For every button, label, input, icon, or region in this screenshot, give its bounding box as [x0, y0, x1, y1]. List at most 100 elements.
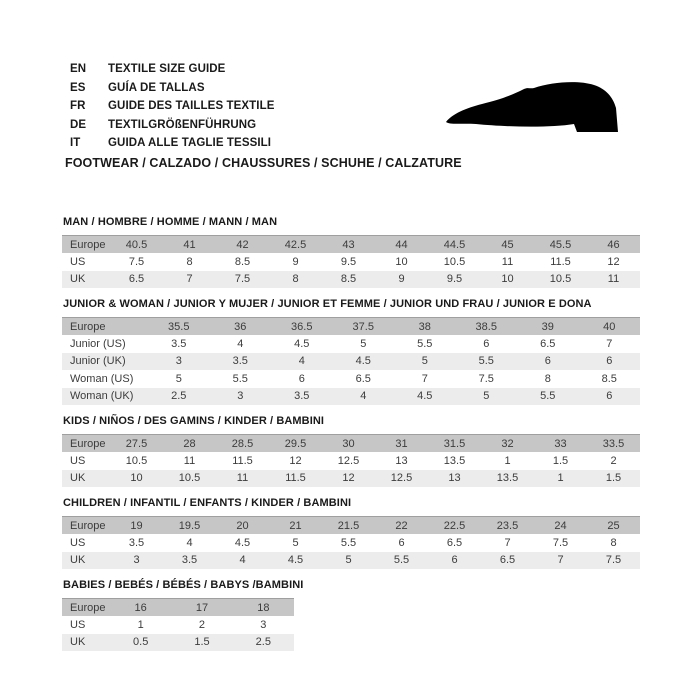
size-value: 1	[504, 454, 511, 467]
table-row: UK 10 10.5 11 11.5 12 12.5 13 13.5 1 1.5	[62, 469, 640, 487]
size-value: 31	[395, 437, 408, 450]
size-value: 4.5	[417, 390, 433, 403]
size-value: 4	[360, 390, 367, 403]
guide-title-translation: TEXTILGRÖßENFÜHRUNG	[108, 118, 257, 131]
table-title: JUNIOR & WOMAN / JUNIOR Y MUJER / JUNIOR…	[63, 298, 592, 310]
guide-title-translation: GUIDE DES TAILLES TEXTILE	[108, 100, 275, 113]
size-value: 44.5	[443, 238, 466, 251]
size-value: 4.5	[355, 355, 371, 368]
size-value: 8.5	[234, 255, 251, 268]
size-table: Europe 35.5 36 36.5 37.5 38 38.5 39 40 Junior (US…	[62, 317, 640, 405]
size-value: 5.5	[340, 536, 357, 549]
size-value: 38	[418, 320, 431, 333]
size-value: 41	[183, 238, 196, 251]
language-row: EN TEXTILE SIZE GUIDE	[70, 60, 275, 79]
size-value: 11	[607, 273, 620, 286]
size-table-section: MAN / HOMBRE / HOMME / MANN / MAN Europe 4…	[62, 216, 640, 288]
row-label: UK	[70, 273, 86, 286]
language-row: DE TEXTILGRÖßENFÜHRUNG	[70, 116, 275, 135]
size-value: 36	[234, 320, 247, 333]
size-value: 20	[236, 519, 249, 532]
size-value: 28.5	[231, 437, 254, 450]
table-row: Europe 19 19.5 20 21 21.5 22 22.5 23.5 24 25	[62, 516, 640, 534]
row-label: UK	[70, 554, 86, 567]
size-value: 4.5	[294, 337, 310, 350]
size-value: 5.5	[478, 355, 494, 368]
language-code: IT	[70, 137, 81, 150]
size-value: 18	[257, 601, 270, 614]
guide-title-translation: GUIDA ALLE TAGLIE TESSILI	[108, 137, 272, 150]
size-value: 2.5	[171, 390, 187, 403]
table-row: UK 6.5 7 7.5 8 8.5 9 9.5 10 10.5 11	[62, 270, 640, 288]
size-value: 30	[342, 437, 355, 450]
size-value: 6	[483, 337, 490, 350]
row-label: Europe	[70, 320, 106, 333]
size-value: 9	[398, 273, 405, 286]
size-value: 10.5	[125, 454, 148, 467]
size-value: 4	[239, 554, 246, 567]
row-label: Woman (US)	[70, 372, 134, 385]
size-value: 42	[236, 238, 249, 251]
size-value: 11	[183, 454, 196, 467]
size-value: 5.5	[417, 337, 433, 350]
row-label: Europe	[70, 519, 106, 532]
size-value: 6.5	[540, 337, 556, 350]
size-value: 10.5	[549, 273, 572, 286]
size-value: 7.5	[128, 255, 145, 268]
size-value: 3	[175, 355, 182, 368]
size-value: 1	[137, 618, 144, 631]
size-value: 27.5	[125, 437, 148, 450]
language-title-list: EN TEXTILE SIZE GUIDE ES GUÍA DE TALLAS …	[70, 60, 275, 153]
size-table: Europe 27.5 28 28.5 29.5 30 31 31.5 32 33 33.5 US 10…	[62, 434, 640, 487]
size-value: 6	[606, 390, 613, 403]
size-table-section: JUNIOR & WOMAN / JUNIOR Y MUJER / JUNIOR…	[62, 298, 640, 405]
size-value: 42.5	[284, 238, 307, 251]
row-label: US	[70, 618, 86, 631]
size-value: 6	[398, 536, 405, 549]
size-value: 6.5	[446, 536, 463, 549]
size-value: 36.5	[291, 320, 313, 333]
size-value: 45	[501, 238, 514, 251]
size-value: 7.5	[605, 554, 622, 567]
table-row: Europe 16 17 18	[62, 598, 294, 616]
size-value: 46	[607, 238, 620, 251]
size-value: 31.5	[443, 437, 466, 450]
row-label: UK	[70, 636, 86, 649]
size-value: 40	[603, 320, 616, 333]
size-value: 35.5	[168, 320, 190, 333]
size-value: 3.5	[294, 390, 310, 403]
size-value: 3	[133, 554, 140, 567]
size-value: 22	[395, 519, 408, 532]
size-value: 3.5	[232, 355, 248, 368]
size-value: 2	[198, 618, 206, 631]
size-value: 17	[195, 601, 209, 614]
size-value: 5	[483, 390, 490, 403]
size-value: 4.5	[234, 536, 251, 549]
row-label: Junior (UK)	[70, 355, 126, 368]
size-value: 37.5	[352, 320, 374, 333]
table-row: Junior (UK) 3 3.5 4 4.5 5 5.5 6 6	[62, 352, 640, 370]
size-value: 5.5	[393, 554, 410, 567]
size-value: 12	[289, 454, 302, 467]
size-value: 11.5	[232, 454, 253, 467]
language-code: ES	[70, 81, 86, 94]
size-table: Europe 16 17 18 US 1 2 3 UK 0.5 1.5 2.5	[62, 598, 294, 651]
size-value: 7	[186, 273, 193, 286]
size-value: 8.5	[340, 273, 357, 286]
table-row: UK 3 3.5 4 4.5 5 5.5 6 6.5 7 7.5	[62, 551, 640, 569]
size-value: 8	[292, 273, 299, 286]
table-row: US 7.5 8 8.5 9 9.5 10 10.5 11 11.5 12	[62, 253, 640, 271]
size-value: 6.5	[355, 372, 371, 385]
size-value: 13	[395, 454, 408, 467]
table-row: US 10.5 11 11.5 12 12.5 13 13.5 1 1.5 2	[62, 452, 640, 470]
size-value: 43	[342, 238, 355, 251]
size-value: 12	[607, 255, 620, 268]
size-value: 32	[501, 437, 514, 450]
row-label: US	[70, 255, 86, 268]
size-value: 13.5	[443, 454, 466, 467]
size-value: 22.5	[443, 519, 466, 532]
size-value: 10	[395, 255, 408, 268]
size-value: 9.5	[340, 255, 357, 268]
size-value: 39	[541, 320, 554, 333]
size-value: 13.5	[496, 472, 519, 485]
